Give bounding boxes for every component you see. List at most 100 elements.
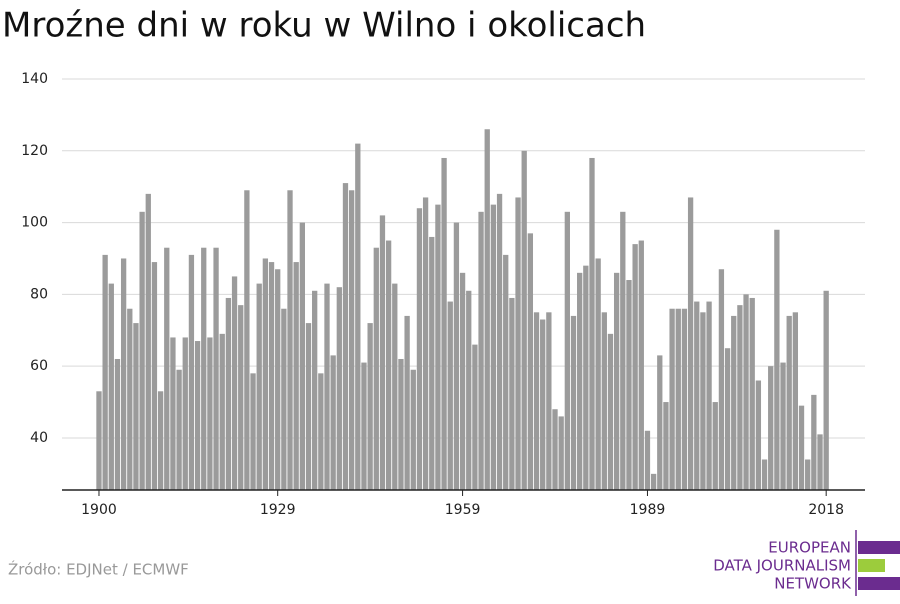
bar (472, 344, 478, 490)
bar (287, 190, 293, 490)
y-tick-label: 140 (21, 71, 48, 87)
bar (478, 211, 484, 490)
bar (139, 211, 145, 490)
bar (805, 459, 811, 490)
bar (527, 233, 534, 490)
bar (737, 305, 743, 490)
bar (564, 211, 570, 490)
bar (102, 254, 108, 490)
bar (521, 150, 527, 490)
y-tick-label: 60 (30, 358, 48, 374)
bar (823, 290, 829, 490)
bar (620, 211, 626, 490)
bar (817, 434, 823, 490)
bar (305, 323, 312, 490)
bar (256, 283, 262, 490)
bar (644, 430, 651, 490)
bar (589, 157, 595, 491)
bar (410, 369, 416, 490)
bar (626, 280, 632, 490)
bar (459, 272, 466, 490)
logo-text: EUROPEAN (768, 539, 851, 557)
bar (632, 244, 638, 490)
y-tick-label: 120 (21, 143, 48, 159)
bar (231, 276, 238, 490)
bar (712, 402, 718, 490)
bar (157, 391, 164, 490)
bar (694, 301, 700, 490)
bar (484, 129, 490, 490)
bar (151, 262, 158, 490)
bar (435, 204, 441, 491)
bar (731, 315, 737, 490)
bar (669, 308, 675, 490)
y-tick-label: 40 (30, 430, 48, 446)
bar (577, 272, 583, 490)
bar (293, 262, 299, 490)
bar (570, 315, 577, 490)
bar (176, 369, 182, 490)
bar (546, 312, 552, 490)
bar (583, 265, 589, 490)
logo-bar (858, 541, 900, 554)
x-tick-label: 1959 (445, 502, 481, 518)
bar (275, 269, 281, 490)
bar (613, 272, 620, 490)
bar (774, 229, 780, 490)
bar (268, 262, 275, 490)
bar (244, 190, 250, 490)
bar (194, 341, 201, 490)
bar (108, 283, 114, 490)
bar (441, 157, 447, 491)
bar (318, 373, 324, 490)
bar (509, 297, 515, 490)
logo-bar (858, 577, 900, 590)
bar (768, 366, 774, 490)
bar (213, 247, 219, 490)
bar (96, 391, 102, 490)
bar (299, 222, 305, 490)
logo-text: NETWORK (774, 575, 852, 593)
bar (533, 312, 540, 490)
bar (761, 459, 768, 490)
bar (552, 409, 558, 490)
bar (145, 193, 151, 490)
bar (164, 247, 170, 490)
bar (170, 337, 176, 490)
bar (786, 315, 792, 490)
bar (355, 143, 361, 490)
bar (373, 247, 379, 490)
bar (219, 333, 225, 490)
bar (348, 190, 355, 490)
bar (385, 240, 392, 490)
y-tick-label: 80 (30, 286, 48, 302)
bar (392, 283, 398, 490)
bar (706, 301, 712, 490)
bar (330, 355, 336, 490)
bar (324, 283, 330, 490)
bar (422, 197, 429, 490)
bar (114, 358, 121, 490)
bar (780, 362, 786, 490)
bar (687, 197, 694, 490)
x-tick-label: 1989 (630, 502, 666, 518)
bar (453, 222, 460, 490)
bar (367, 323, 373, 490)
bar (743, 294, 749, 490)
bar (466, 290, 472, 490)
bar (607, 333, 614, 490)
bar (650, 473, 657, 490)
bar (749, 297, 755, 490)
source: Źródło: EDJNet / ECMWF (8, 560, 189, 579)
x-tick-label: 1900 (81, 502, 117, 518)
bar (120, 258, 127, 490)
bar (404, 315, 410, 490)
bar (361, 362, 367, 490)
bar (342, 183, 349, 490)
bar (201, 247, 207, 490)
bar (681, 308, 688, 490)
chart-title: Mroźne dni w roku w Wilno i okolicach (2, 6, 646, 46)
bar (663, 402, 669, 490)
bar (496, 193, 503, 490)
